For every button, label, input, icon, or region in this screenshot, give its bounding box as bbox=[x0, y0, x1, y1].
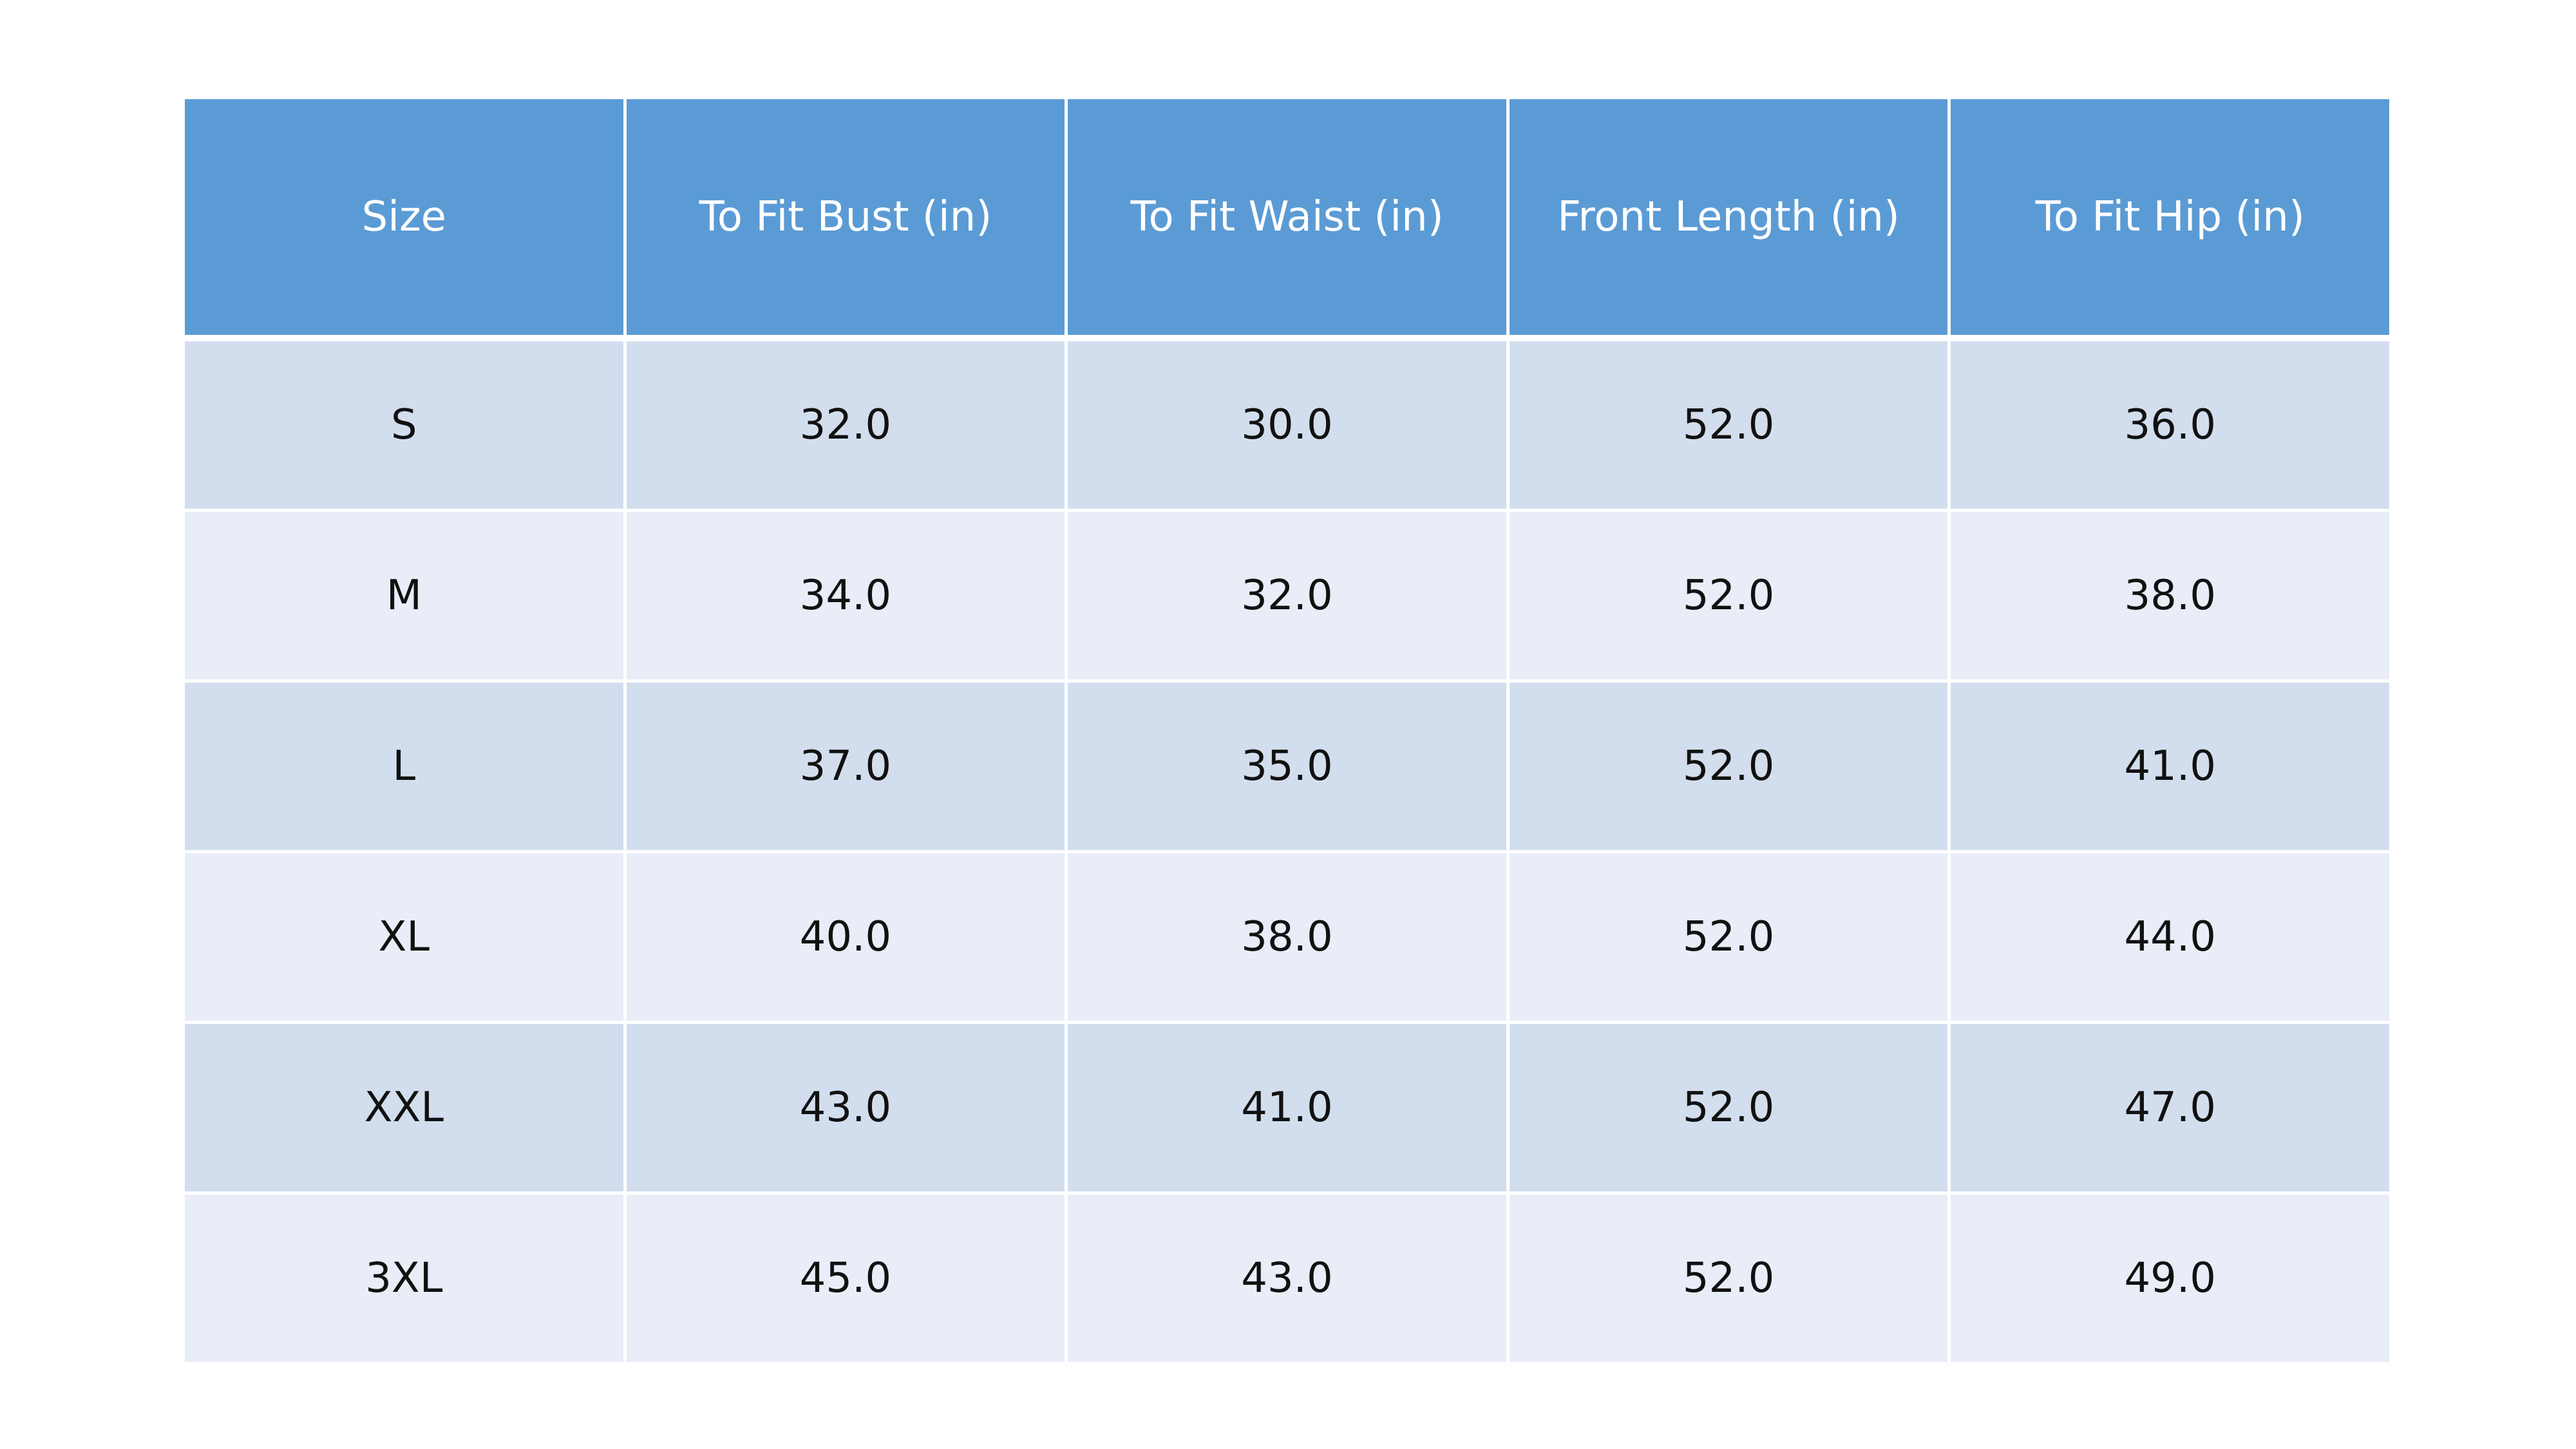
size-cell: 3XL bbox=[182, 1191, 627, 1365]
size-cell: S bbox=[182, 336, 627, 512]
header-front-length: Front Length (in) bbox=[1506, 96, 1951, 340]
size-cell: XL bbox=[182, 850, 627, 1024]
table-row: L 37.0 35.0 52.0 41.0 bbox=[182, 679, 2392, 853]
front-length-cell: 52.0 bbox=[1506, 850, 1951, 1024]
hip-cell: 49.0 bbox=[1947, 1191, 2392, 1365]
bust-cell: 40.0 bbox=[623, 850, 1068, 1024]
bust-cell: 43.0 bbox=[623, 1021, 1068, 1195]
hip-cell: 38.0 bbox=[1947, 509, 2392, 683]
waist-cell: 38.0 bbox=[1065, 850, 1510, 1024]
hip-cell: 47.0 bbox=[1947, 1021, 2392, 1195]
header-row: Size To Fit Bust (in) To Fit Waist (in) … bbox=[182, 96, 2392, 340]
header-waist: To Fit Waist (in) bbox=[1065, 96, 1510, 340]
size-cell: XXL bbox=[182, 1021, 627, 1195]
front-length-cell: 52.0 bbox=[1506, 336, 1951, 512]
size-cell: L bbox=[182, 679, 627, 853]
table-row: M 34.0 32.0 52.0 38.0 bbox=[182, 509, 2392, 683]
waist-cell: 35.0 bbox=[1065, 679, 1510, 853]
table-row: 3XL 45.0 43.0 52.0 49.0 bbox=[182, 1191, 2392, 1365]
hip-cell: 41.0 bbox=[1947, 679, 2392, 853]
waist-cell: 30.0 bbox=[1065, 336, 1510, 512]
header-bust: To Fit Bust (in) bbox=[623, 96, 1068, 340]
bust-cell: 32.0 bbox=[623, 336, 1068, 512]
bust-cell: 37.0 bbox=[623, 679, 1068, 853]
hip-cell: 44.0 bbox=[1947, 850, 2392, 1024]
header-size: Size bbox=[182, 96, 627, 340]
front-length-cell: 52.0 bbox=[1506, 509, 1951, 683]
table-row: XXL 43.0 41.0 52.0 47.0 bbox=[182, 1021, 2392, 1195]
waist-cell: 43.0 bbox=[1065, 1191, 1510, 1365]
front-length-cell: 52.0 bbox=[1506, 1191, 1951, 1365]
bust-cell: 45.0 bbox=[623, 1191, 1068, 1365]
front-length-cell: 52.0 bbox=[1506, 679, 1951, 853]
waist-cell: 41.0 bbox=[1065, 1021, 1510, 1195]
table-row: S 32.0 30.0 52.0 36.0 bbox=[182, 336, 2392, 512]
header-hip: To Fit Hip (in) bbox=[1947, 96, 2392, 340]
waist-cell: 32.0 bbox=[1065, 509, 1510, 683]
size-cell: M bbox=[182, 509, 627, 683]
front-length-cell: 52.0 bbox=[1506, 1021, 1951, 1195]
size-chart-table: Size To Fit Bust (in) To Fit Waist (in) … bbox=[182, 96, 2392, 1365]
hip-cell: 36.0 bbox=[1947, 336, 2392, 512]
bust-cell: 34.0 bbox=[623, 509, 1068, 683]
table-row: XL 40.0 38.0 52.0 44.0 bbox=[182, 850, 2392, 1024]
